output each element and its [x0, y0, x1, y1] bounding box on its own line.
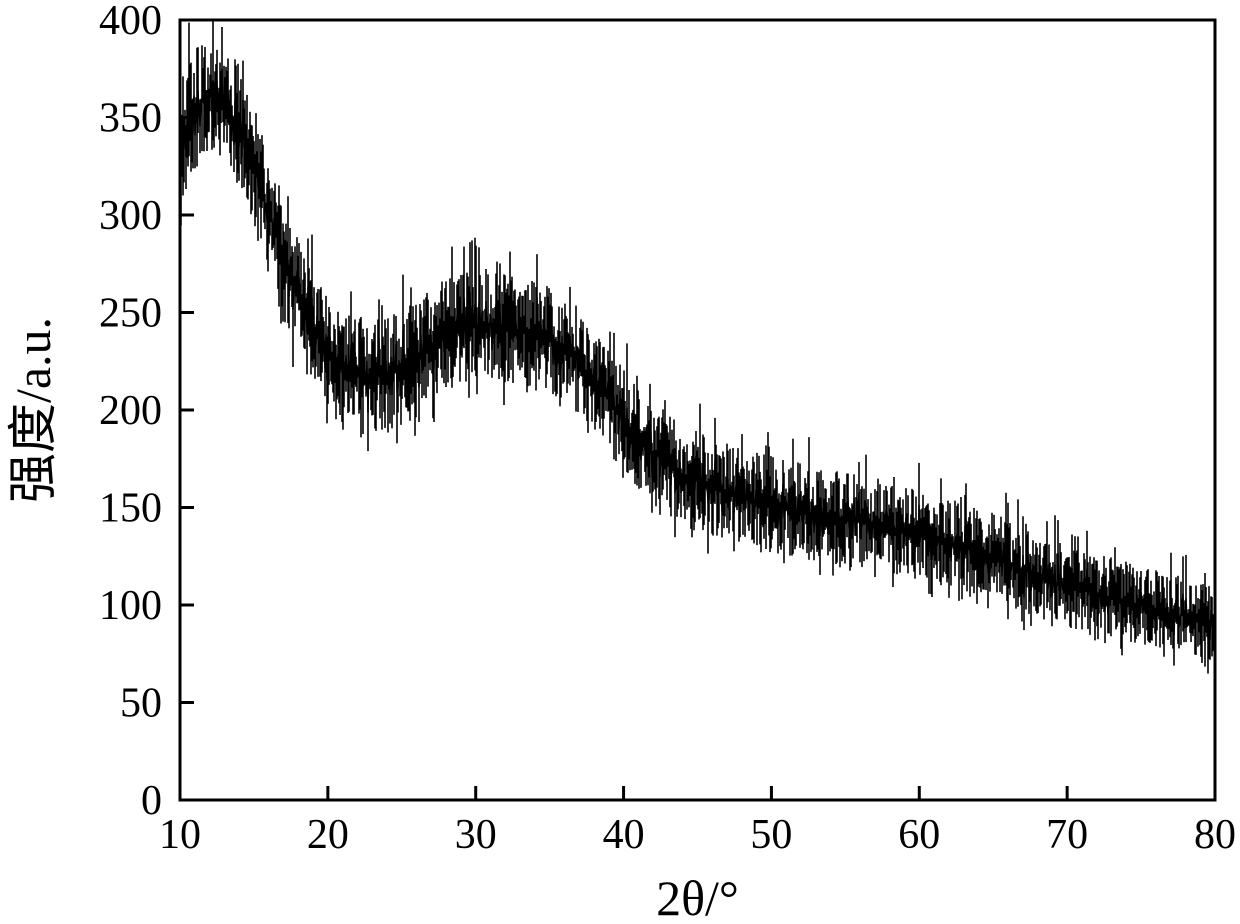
y-tick-label: 250: [99, 291, 162, 337]
xrd-data: [180, 20, 1215, 674]
x-tick-label: 70: [1046, 812, 1088, 858]
y-tick-label: 350: [99, 96, 162, 142]
x-tick-label: 30: [455, 812, 497, 858]
x-tick-label: 40: [603, 812, 645, 858]
x-tick-label: 80: [1194, 812, 1236, 858]
xrd-chart: 10 20 30 40 50 60 70 80 0 50 100 150 200 250 300 350 400…: [0, 0, 1240, 924]
x-tick-label: 20: [307, 812, 349, 858]
y-tick-label: 300: [99, 193, 162, 239]
x-tick-label: 50: [750, 812, 792, 858]
y-axis-label: 强度/a.u.: [5, 317, 61, 503]
y-tick-label: 200: [99, 388, 162, 434]
x-axis-label: 2θ/°: [656, 870, 739, 924]
y-tick-label: 0: [141, 778, 162, 824]
y-tick-label: 150: [99, 486, 162, 532]
y-tick-label: 400: [99, 0, 162, 44]
x-tick-label: 10: [159, 812, 201, 858]
y-tick-label: 50: [120, 681, 162, 727]
x-tick-label: 60: [898, 812, 940, 858]
chart-svg: 10 20 30 40 50 60 70 80 0 50 100 150 200 250 300 350 400…: [0, 0, 1240, 924]
y-tick-label: 100: [99, 583, 162, 629]
